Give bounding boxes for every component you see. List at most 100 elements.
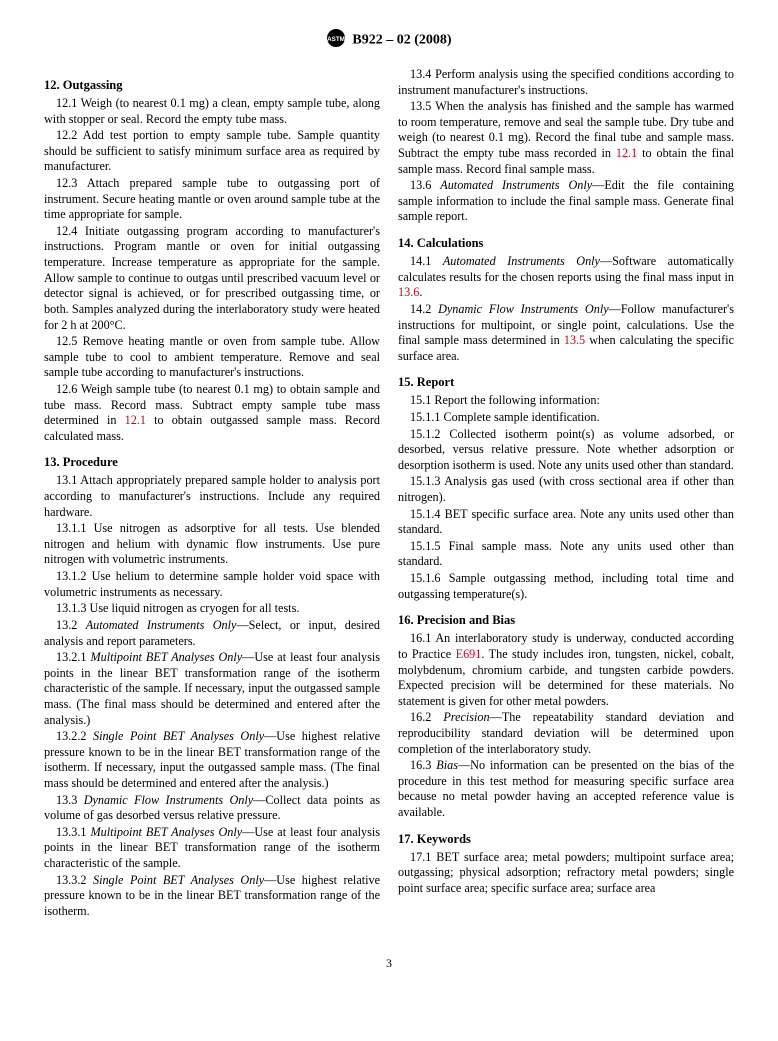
num: 15.1.3 [410,474,440,488]
para-13-2-2: 13.2.2 Single Point BET Analyses Only—Us… [44,729,380,791]
num: 13.1.1 [56,521,86,535]
columns: 12. Outgassing 12.1 Weigh (to nearest 0.… [44,67,734,920]
num: 13.6 [410,178,431,192]
lead: Automated Instruments Only [440,178,592,192]
para-16-2: 16.2 Precision—The repeatability standar… [398,710,734,757]
text: Sample outgassing method, including tota… [398,571,734,601]
num: 15.1.4 [410,507,440,521]
text: Use helium to determine sample holder vo… [44,569,380,599]
para-15-1: 15.1 Report the following information: [398,393,734,409]
lead: Automated Instruments Only [443,254,600,268]
para-13-3: 13.3 Dynamic Flow Instruments Only—Colle… [44,793,380,824]
text: Initiate outgassing program according to… [44,224,380,332]
astm-logo-icon: ASTM [326,28,346,53]
text: Complete sample identification. [440,410,599,424]
para-12-4: 12.4 Initiate outgassing program accordi… [44,224,380,333]
para-13-6: 13.6 Automated Instruments Only—Edit the… [398,178,734,225]
num: 13.4 [410,67,431,81]
para-13-1: 13.1 Attach appropriately prepared sampl… [44,473,380,520]
num: 13.2 [56,618,77,632]
section-17-title: 17. Keywords [398,831,734,847]
num: 13.2.2 [56,729,86,743]
para-13-5: 13.5 When the analysis has finished and … [398,99,734,177]
text: Final sample mass. Note any units used o… [398,539,734,569]
para-13-2-1: 13.2.1 Multipoint BET Analyses Only—Use … [44,650,380,728]
section-16-title: 16. Precision and Bias [398,612,734,628]
ref-13-6[interactable]: 13.6 [398,285,419,299]
text: BET specific surface area. Note any unit… [398,507,734,537]
page-number: 3 [44,956,734,971]
text: Use nitrogen as adsorptive for all tests… [44,521,380,566]
section-15-title: 15. Report [398,374,734,390]
lead: Single Point BET Analyses Only [93,729,264,743]
column-left: 12. Outgassing 12.1 Weigh (to nearest 0.… [44,67,380,920]
page: ASTM B922 – 02 (2008) 12. Outgassing 12.… [0,0,778,995]
lead: Multipoint BET Analyses Only [90,650,242,664]
para-13-3-2: 13.3.2 Single Point BET Analyses Only—Us… [44,873,380,920]
text: BET surface area; metal powders; multipo… [398,850,734,895]
num: 12.1 [56,96,77,110]
num: 12.6 [56,382,77,396]
ref-e691[interactable]: E691 [456,647,482,661]
num: 13.3.2 [56,873,86,887]
lead: Precision [443,710,489,724]
num: 16.1 [410,631,431,645]
para-13-2: 13.2 Automated Instruments Only—Select, … [44,618,380,649]
num: 17.1 [410,850,431,864]
section-13-title: 13. Procedure [44,454,380,470]
para-15-1-1: 15.1.1 Complete sample identification. [398,410,734,426]
num: 13.3.1 [56,825,86,839]
text: Attach prepared sample tube to outgassin… [44,176,380,221]
para-13-1-1: 13.1.1 Use nitrogen as adsorptive for al… [44,521,380,568]
text-b: . [419,285,422,299]
para-13-1-2: 13.1.2 Use helium to determine sample ho… [44,569,380,600]
para-12-5: 12.5 Remove heating mantle or oven from … [44,334,380,381]
num: 13.1 [56,473,77,487]
text: Add test portion to empty sample tube. S… [44,128,380,173]
standard-id: B922 – 02 (2008) [352,33,451,48]
num: 15.1.1 [410,410,440,424]
text: Attach appropriately prepared sample hol… [44,473,380,518]
num: 13.1.2 [56,569,86,583]
para-12-2: 12.2 Add test portion to empty sample tu… [44,128,380,175]
para-13-3-1: 13.3.1 Multipoint BET Analyses Only—Use … [44,825,380,872]
para-15-1-4: 15.1.4 BET specific surface area. Note a… [398,507,734,538]
para-15-1-5: 15.1.5 Final sample mass. Note any units… [398,539,734,570]
text: Report the following information: [431,393,600,407]
para-14-2: 14.2 Dynamic Flow Instruments Only—Follo… [398,302,734,364]
num: 12.5 [56,334,77,348]
para-16-1: 16.1 An interlaboratory study is underwa… [398,631,734,709]
para-15-1-6: 15.1.6 Sample outgassing method, includi… [398,571,734,602]
section-14-title: 14. Calculations [398,235,734,251]
num: 13.5 [410,99,431,113]
para-13-4: 13.4 Perform analysis using the specifie… [398,67,734,98]
lead: Automated Instruments Only [86,618,237,632]
para-17-1: 17.1 BET surface area; metal powders; mu… [398,850,734,897]
svg-text:ASTM: ASTM [327,36,345,43]
column-right: 13.4 Perform analysis using the specifie… [398,67,734,920]
ref-13-5[interactable]: 13.5 [564,333,585,347]
text: Collected isotherm point(s) as volume ad… [398,427,734,472]
num: 15.1.5 [410,539,440,553]
lead: Dynamic Flow Instruments Only [438,302,609,316]
text: Analysis gas used (with cross sectional … [398,474,734,504]
num: 15.1 [410,393,431,407]
text: Weigh (to nearest 0.1 mg) a clean, empty… [44,96,380,126]
para-12-3: 12.3 Attach prepared sample tube to outg… [44,176,380,223]
ref-12-1[interactable]: 12.1 [125,413,146,427]
lead: Single Point BET Analyses Only [93,873,264,887]
num: 12.2 [56,128,77,142]
num: 14.1 [410,254,431,268]
section-12-title: 12. Outgassing [44,77,380,93]
num: 13.2.1 [56,650,86,664]
text: Use liquid nitrogen as cryogen for all t… [86,601,299,615]
num: 14.2 [410,302,431,316]
page-header: ASTM B922 – 02 (2008) [44,28,734,53]
num: 13.1.3 [56,601,86,615]
ref-12-1b[interactable]: 12.1 [616,146,637,160]
num: 15.1.2 [410,427,440,441]
lead: Dynamic Flow Instruments Only [84,793,253,807]
num: 13.3 [56,793,77,807]
num: 15.1.6 [410,571,440,585]
lead: Bias [436,758,458,772]
